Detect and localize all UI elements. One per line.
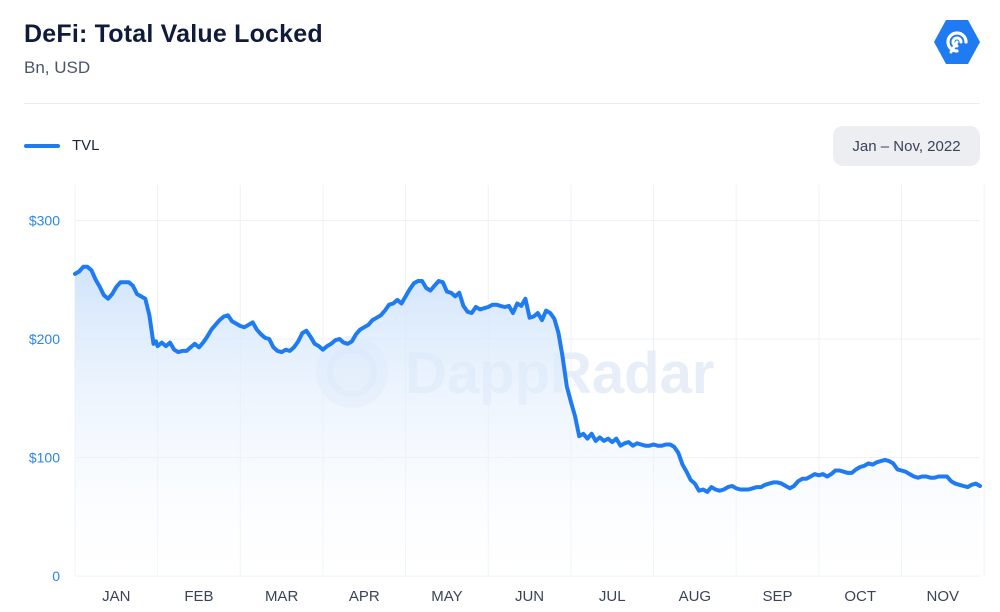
- x-tick-label: OCT: [844, 588, 876, 605]
- x-tick-label: NOV: [927, 588, 960, 605]
- legend-label-tvl: TVL: [72, 137, 100, 154]
- chart-title: DeFi: Total Value Locked: [24, 20, 323, 48]
- chart-legend[interactable]: TVL: [24, 137, 100, 154]
- x-tick-label: MAR: [265, 588, 299, 605]
- chart-subtitle: Bn, USD: [24, 58, 91, 77]
- x-tick-label: FEB: [184, 588, 213, 605]
- dappradar-logo-icon: [934, 20, 980, 64]
- x-axis-ticks: JAN FEB MAR APR MAY JUN JUL AUG SEP OCT NOV: [102, 588, 959, 605]
- y-tick-label: $300: [29, 213, 60, 229]
- tvl-area-fill: [75, 266, 980, 576]
- x-tick-label: APR: [349, 588, 380, 605]
- x-tick-label: MAY: [431, 588, 462, 605]
- date-range-button[interactable]: Jan – Nov, 2022: [833, 126, 980, 166]
- x-tick-label: SEP: [763, 588, 793, 605]
- x-tick-label: JUN: [515, 588, 544, 605]
- tvl-series-line[interactable]: [73, 264, 982, 494]
- x-tick-label: AUG: [679, 588, 712, 605]
- y-tick-label: $200: [29, 331, 60, 347]
- x-tick-label: JAN: [102, 588, 130, 605]
- y-tick-label: 0: [52, 568, 60, 584]
- date-range-label: Jan – Nov, 2022: [852, 137, 961, 155]
- y-tick-label: $100: [29, 450, 60, 466]
- y-axis-ticks: 0 $100 $200 $300: [29, 213, 60, 584]
- header-divider: [24, 103, 980, 104]
- x-tick-label: JUL: [599, 588, 626, 605]
- legend-swatch-tvl: [24, 143, 60, 148]
